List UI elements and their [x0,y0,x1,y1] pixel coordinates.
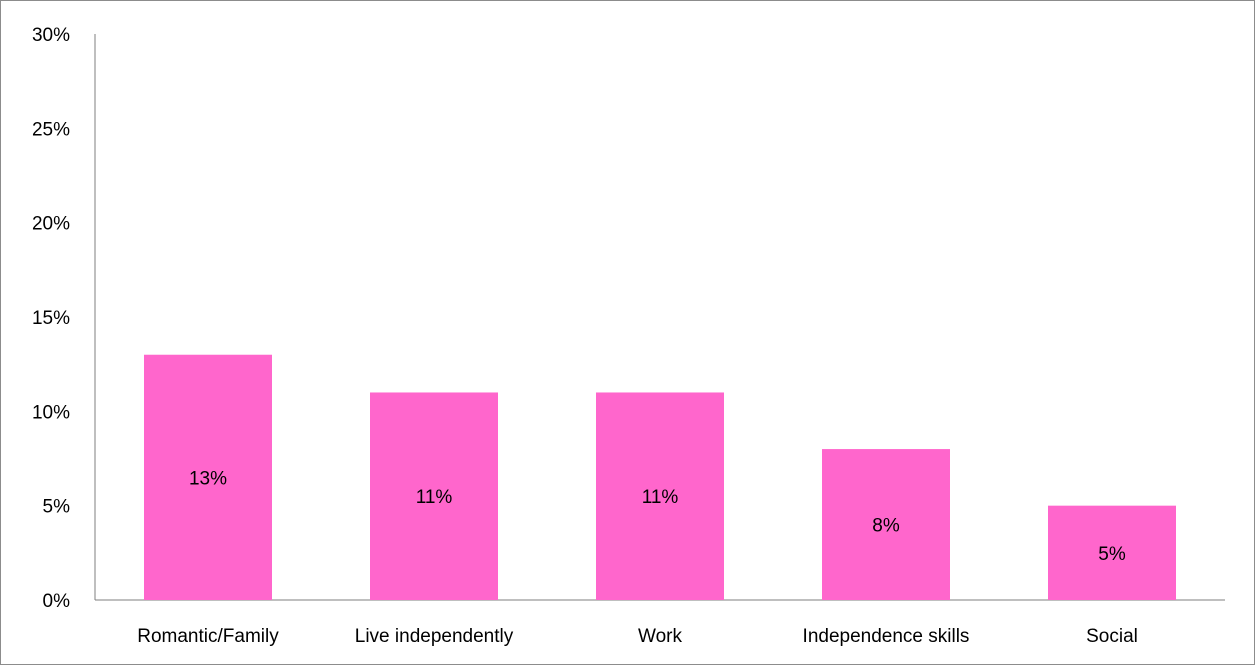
bar [822,449,950,600]
bar [1048,505,1176,600]
y-tick-label: 5% [43,497,71,518]
y-tick-label: 10% [32,402,70,423]
y-tick-label: 30% [32,25,70,46]
category-labels: Romantic/Family Live independently Work Ind… [137,626,1138,647]
bar-data-label: 11% [416,487,453,508]
y-tick-label: 20% [32,214,70,235]
x-category-label: Work [638,626,682,647]
x-category-label: Live independently [355,626,514,647]
x-category-label: Independence skills [803,626,970,647]
bar-data-label: 11% [642,487,679,508]
bar [370,392,498,600]
x-category-label: Romantic/Family [137,626,279,647]
y-tick-label: 15% [32,308,70,329]
bar-data-label: 5% [1098,544,1126,565]
bar [596,392,724,600]
y-tick-label: 25% [32,119,70,140]
data-labels: 13% 11% 11% 8% 5% [189,468,1126,564]
bars [144,354,1176,600]
bar [144,354,272,600]
y-axis: 0% 5% 10% 15% 20% 25% 30% [32,25,96,612]
y-tick-label: 0% [43,591,71,612]
x-category-label: Social [1086,626,1138,647]
bar-data-label: 13% [189,468,227,489]
bar-data-label: 8% [872,516,900,537]
